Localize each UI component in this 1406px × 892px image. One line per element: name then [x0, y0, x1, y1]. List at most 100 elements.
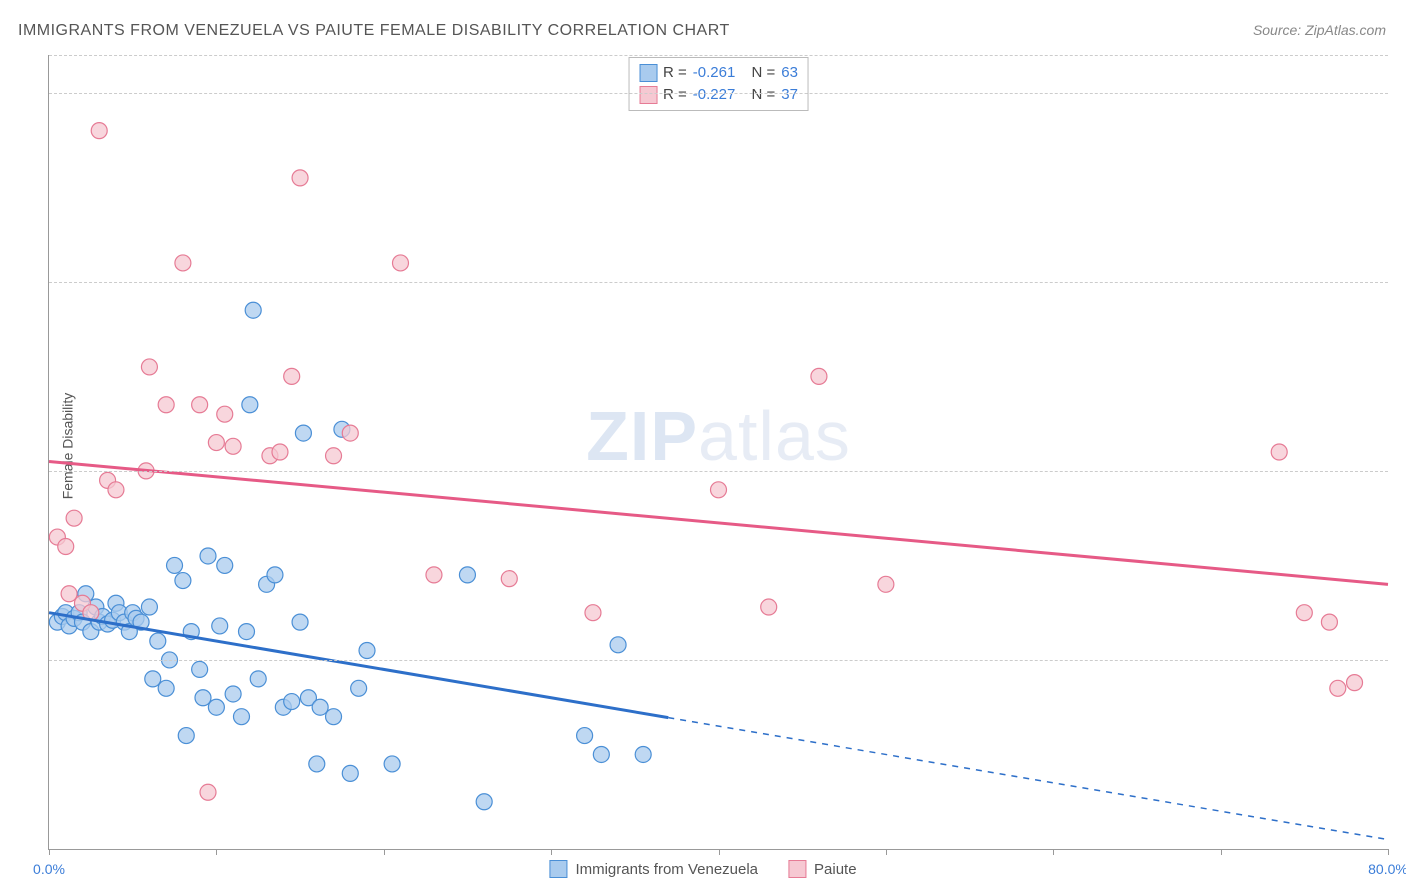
data-point	[58, 539, 74, 555]
data-point	[811, 368, 827, 384]
swatch-series2-bottom	[788, 860, 806, 878]
data-point	[284, 368, 300, 384]
data-point	[392, 255, 408, 271]
data-point	[351, 680, 367, 696]
n-value-1: 63	[781, 62, 798, 84]
x-tick-label: 80.0%	[1368, 861, 1406, 877]
data-point	[250, 671, 266, 687]
x-tick	[886, 849, 887, 855]
data-point	[192, 661, 208, 677]
legend-label-series2: Paiute	[814, 861, 857, 878]
chart-title: IMMIGRANTS FROM VENEZUELA VS PAIUTE FEMA…	[18, 22, 730, 40]
x-tick	[719, 849, 720, 855]
data-point	[195, 690, 211, 706]
r-label-2: R =	[663, 84, 687, 106]
data-point	[593, 746, 609, 762]
r-label-1: R =	[663, 62, 687, 84]
r-value-1: -0.261	[693, 62, 736, 84]
gridline-h	[49, 282, 1388, 283]
x-tick	[384, 849, 385, 855]
data-point	[342, 765, 358, 781]
x-tick	[551, 849, 552, 855]
data-point	[175, 255, 191, 271]
data-point	[459, 567, 475, 583]
scatter-plot-svg	[49, 55, 1388, 849]
gridline-h	[49, 93, 1388, 94]
data-point	[292, 614, 308, 630]
data-point	[761, 599, 777, 615]
data-point	[61, 586, 77, 602]
data-point	[217, 406, 233, 422]
data-point	[233, 709, 249, 725]
data-point	[150, 633, 166, 649]
data-point	[476, 794, 492, 810]
x-tick	[1053, 849, 1054, 855]
data-point	[1347, 675, 1363, 691]
x-tick	[216, 849, 217, 855]
stats-row-series2: R = -0.227 N = 37	[639, 84, 798, 106]
data-point	[208, 699, 224, 715]
r-value-2: -0.227	[693, 84, 736, 106]
data-point	[326, 709, 342, 725]
data-point	[175, 573, 191, 589]
source-label: Source:	[1253, 22, 1301, 38]
legend-item-series2: Paiute	[788, 860, 857, 878]
legend-label-series1: Immigrants from Venezuela	[575, 861, 758, 878]
chart-container: ZIPatlas R = -0.261 N = 63 R = -0.227 N …	[48, 55, 1388, 850]
data-point	[145, 671, 161, 687]
data-point	[108, 482, 124, 498]
data-point	[577, 728, 593, 744]
data-point	[200, 784, 216, 800]
data-point	[158, 680, 174, 696]
data-point	[878, 576, 894, 592]
data-point	[312, 699, 328, 715]
x-tick	[1388, 849, 1389, 855]
data-point	[1330, 680, 1346, 696]
swatch-series2	[639, 86, 657, 104]
data-point	[1321, 614, 1337, 630]
n-label-2: N =	[752, 84, 776, 106]
data-point	[192, 397, 208, 413]
data-point	[66, 510, 82, 526]
x-tick	[1221, 849, 1222, 855]
trend-line-solid	[49, 461, 1388, 584]
n-value-2: 37	[781, 84, 798, 106]
data-point	[141, 359, 157, 375]
swatch-series1	[639, 64, 657, 82]
x-tick-label: 0.0%	[33, 861, 65, 877]
data-point	[272, 444, 288, 460]
bottom-legend: Immigrants from Venezuela Paiute	[549, 860, 856, 878]
stats-legend-box: R = -0.261 N = 63 R = -0.227 N = 37	[628, 57, 809, 111]
data-point	[91, 123, 107, 139]
trend-line-solid	[49, 613, 668, 718]
data-point	[239, 624, 255, 640]
stats-row-series1: R = -0.261 N = 63	[639, 62, 798, 84]
data-point	[384, 756, 400, 772]
data-point	[178, 728, 194, 744]
data-point	[242, 397, 258, 413]
data-point	[1271, 444, 1287, 460]
gridline-h	[49, 471, 1388, 472]
data-point	[158, 397, 174, 413]
data-point	[342, 425, 358, 441]
data-point	[245, 302, 261, 318]
data-point	[426, 567, 442, 583]
source-name: ZipAtlas.com	[1305, 22, 1386, 38]
gridline-h	[49, 55, 1388, 56]
data-point	[212, 618, 228, 634]
source-credit: Source: ZipAtlas.com	[1253, 22, 1386, 38]
x-tick	[49, 849, 50, 855]
data-point	[217, 557, 233, 573]
data-point	[208, 435, 224, 451]
data-point	[225, 686, 241, 702]
n-label-1: N =	[752, 62, 776, 84]
swatch-series1-bottom	[549, 860, 567, 878]
gridline-h	[49, 660, 1388, 661]
data-point	[295, 425, 311, 441]
data-point	[267, 567, 283, 583]
data-point	[711, 482, 727, 498]
data-point	[610, 637, 626, 653]
plot-area: ZIPatlas R = -0.261 N = 63 R = -0.227 N …	[48, 55, 1388, 850]
data-point	[635, 746, 651, 762]
legend-item-series1: Immigrants from Venezuela	[549, 860, 758, 878]
